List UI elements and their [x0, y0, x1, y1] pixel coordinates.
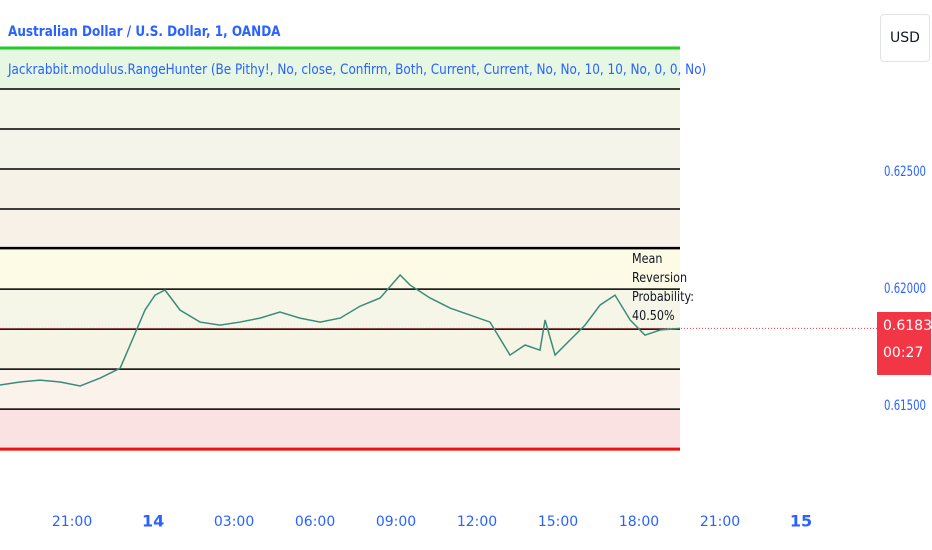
band [0, 209, 680, 249]
band [0, 409, 680, 450]
band [0, 47, 680, 89]
price-tag: 0.61832 00:27 [877, 312, 932, 375]
band [0, 88, 680, 129]
annotation: Mean Reversion Probability: 40.50% [632, 252, 695, 324]
price-line [0, 273, 681, 387]
x-tick-label: 09:00 [376, 514, 416, 530]
band [0, 128, 680, 169]
x-tick-label: 03:00 [214, 514, 254, 530]
x-tick-label: 15 [790, 512, 812, 531]
band [0, 248, 680, 290]
x-tick-label: 21:00 [52, 514, 92, 530]
x-tick-label: 14 [142, 512, 164, 531]
band [0, 369, 680, 410]
x-tick-label: 15:00 [538, 514, 578, 530]
indicator-label: Jackrabbit.modulus.RangeHunter (Be Pithy… [8, 62, 707, 78]
y-tick-label: 0.62000 [884, 281, 926, 297]
y-tick-label: 0.62500 [884, 164, 926, 180]
band [0, 329, 680, 370]
y-tick-label: 0.61500 [884, 398, 926, 414]
x-tick-label: 06:00 [295, 514, 335, 530]
band [0, 289, 680, 330]
countdown: 00:27 [883, 345, 924, 361]
chart-title: Australian Dollar / U.S. Dollar, 1, OAND… [8, 24, 281, 40]
x-tick-label: 12:00 [457, 514, 497, 530]
currency-button[interactable]: USD [880, 14, 930, 62]
x-tick-label: 18:00 [619, 514, 659, 530]
x-tick-label: 21:00 [700, 514, 740, 530]
last-price: 0.61832 [883, 318, 932, 334]
band [0, 168, 680, 210]
